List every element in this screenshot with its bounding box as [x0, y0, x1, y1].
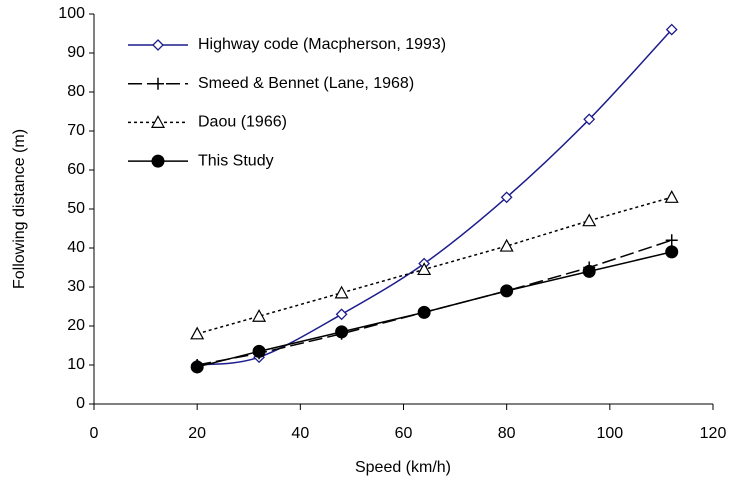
y-tick-label: 30	[67, 278, 85, 295]
marker	[582, 213, 597, 227]
series-line	[196, 196, 672, 335]
y-tick-label: 40	[67, 239, 85, 256]
marker	[500, 191, 513, 204]
legend-marker	[150, 115, 166, 128]
series-line	[196, 251, 672, 368]
legend-marker	[152, 77, 164, 90]
y-tick-label: 20	[67, 317, 85, 334]
legend-label: Daou (1966)	[198, 114, 287, 131]
legend-marker	[151, 154, 165, 168]
marker	[190, 326, 205, 340]
series-line	[197, 29, 673, 366]
x-tick-label: 80	[498, 425, 516, 442]
y-tick-label: 90	[67, 44, 85, 61]
marker	[499, 238, 514, 252]
y-tick-label: 0	[76, 395, 85, 412]
marker	[665, 23, 678, 36]
x-tick-label: 40	[291, 425, 309, 442]
x-tick-label: 120	[700, 425, 727, 442]
legend-label: This Study	[198, 152, 274, 169]
marker	[252, 308, 267, 322]
marker	[500, 284, 514, 298]
marker	[252, 344, 266, 358]
x-tick-label: 0	[90, 425, 99, 442]
marker	[583, 113, 596, 126]
x-tick-label: 60	[395, 425, 413, 442]
y-axis-title: Following distance (m)	[11, 129, 28, 289]
marker	[665, 245, 679, 259]
y-tick-label: 100	[58, 5, 85, 22]
x-tick-label: 20	[188, 425, 206, 442]
marker	[190, 360, 204, 374]
marker	[417, 262, 432, 276]
marker	[665, 234, 678, 247]
marker	[335, 325, 349, 339]
legend-marker	[152, 39, 164, 51]
series-line	[197, 239, 672, 366]
y-tick-label: 60	[67, 161, 85, 178]
marker	[335, 308, 348, 321]
y-tick-label: 50	[67, 200, 85, 217]
y-tick-label: 10	[67, 356, 85, 373]
marker	[664, 190, 679, 203]
legend-label: Smeed & Bennet (Lane, 1968)	[198, 75, 414, 92]
marker	[334, 285, 349, 299]
x-axis-title: Speed (km/h)	[355, 459, 451, 476]
legend-label: Highway code (Macpherson, 1993)	[198, 36, 446, 53]
y-tick-label: 80	[67, 83, 85, 100]
y-tick-label: 70	[67, 122, 85, 139]
marker	[417, 305, 431, 319]
marker	[582, 264, 596, 278]
x-tick-label: 100	[596, 425, 623, 442]
